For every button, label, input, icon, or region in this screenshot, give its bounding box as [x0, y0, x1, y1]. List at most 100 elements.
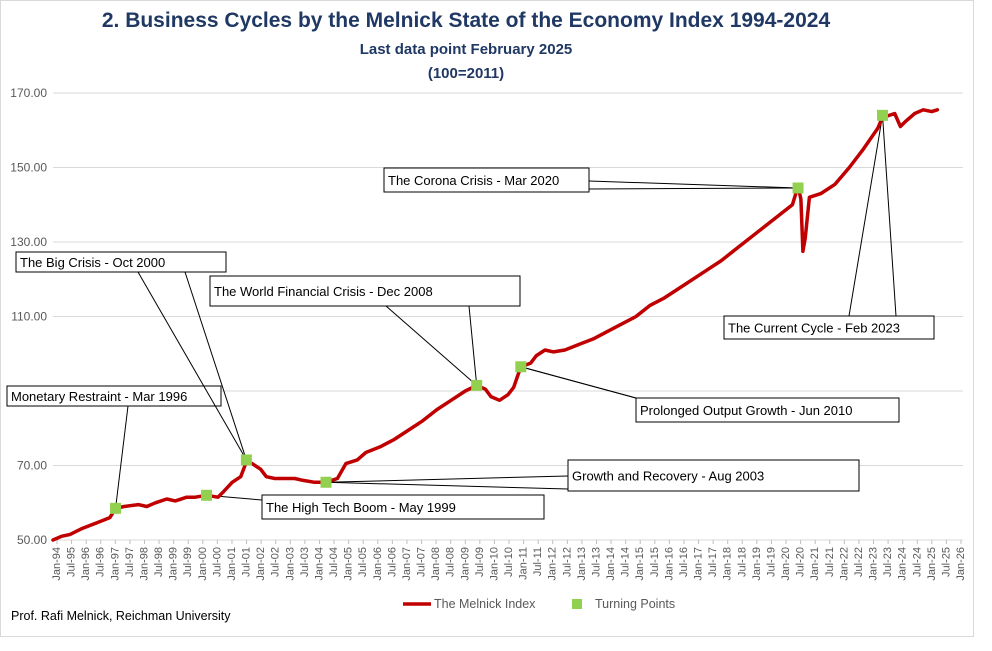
legend-label-index: The Melnick Index	[434, 597, 536, 611]
x-tick-label: Jan-09	[459, 547, 471, 581]
x-tick-label: Jul-99	[182, 547, 194, 577]
annotation-leader-line	[848, 115, 884, 317]
annotation-leader-line	[882, 115, 897, 317]
x-tick-label: Jul-04	[328, 547, 340, 577]
x-tick-label: Jan-25	[926, 547, 938, 581]
x-tick-label: Jul-16	[678, 547, 690, 577]
x-tick-label: Jul-01	[241, 547, 253, 577]
x-tick-label: Jan-15	[634, 547, 646, 581]
x-tick-label: Jul-21	[824, 547, 836, 577]
legend-marker-swatch	[572, 599, 582, 609]
x-tick-label: Jan-04	[313, 547, 325, 581]
x-tick-label: Jul-02	[270, 547, 282, 577]
annotation-leader-line	[385, 305, 478, 386]
x-tick-label: Jan-20	[780, 547, 792, 581]
x-tick-label: Jan-03	[284, 547, 296, 581]
chart-subtitle-base: (100=2011)	[427, 65, 505, 82]
y-tick-label: 50.00	[17, 533, 47, 547]
annotation-leader-line	[184, 271, 247, 461]
x-tick-label: Jul-24	[911, 547, 923, 577]
x-tick-label: Jul-23	[882, 547, 894, 577]
annotation-box	[383, 167, 590, 193]
y-tick-label: 110.00	[11, 310, 47, 324]
x-tick-label: Jan-05	[343, 547, 355, 581]
x-tick-label: Jul-98	[153, 547, 165, 577]
turning-point-marker	[320, 476, 332, 488]
annotation-label: The Big Crisis - Oct 2000	[20, 255, 165, 270]
annotation-box	[635, 397, 900, 423]
y-tick-label: 70.00	[17, 459, 47, 473]
author-credit: Prof. Rafi Melnick, Reichman University	[11, 609, 231, 623]
x-tick-label: Jul-03	[299, 547, 311, 577]
annotation-box	[6, 385, 222, 407]
x-tick-label: Jan-06	[372, 547, 384, 581]
x-tick-label: Jan-02	[255, 547, 267, 581]
annotation-label: The Current Cycle - Feb 2023	[728, 321, 900, 336]
melnick-index-line	[51, 108, 940, 542]
annotation-leader-line	[325, 481, 569, 490]
turning-point-marker	[240, 454, 252, 466]
x-tick-label: Jan-11	[518, 547, 530, 580]
x-tick-label: Jul-14	[620, 547, 632, 577]
x-tick-label: Jan-98	[138, 547, 150, 581]
x-tick-label: Jul-12	[561, 547, 573, 577]
annotation-label: The Corona Crisis - Mar 2020	[388, 173, 559, 188]
x-tick-label: Jan-96	[80, 547, 92, 581]
x-tick-label: Jul-13	[590, 547, 602, 577]
annotation-label: Monetary Restraint - Mar 1996	[11, 389, 187, 404]
y-tick-label: 130.00	[10, 235, 47, 249]
x-tick-label: Jan-14	[605, 547, 617, 581]
chart-subtitle: Last data point February 2025	[359, 41, 573, 58]
x-tick-label: Jul-15	[649, 547, 661, 577]
y-tick-label: 170.00	[10, 86, 47, 100]
x-tick-label: Jul-10	[503, 547, 515, 577]
annotation-box	[15, 251, 227, 273]
x-tick-label: Jan-26	[955, 547, 967, 581]
annotation-box	[723, 315, 935, 340]
x-tick-label: Jul-07	[416, 547, 428, 577]
x-tick-label: Jan-07	[401, 547, 413, 581]
annotation-leader-line	[468, 305, 478, 386]
x-tick-label: Jul-97	[124, 547, 136, 577]
x-tick-label: Jul-06	[386, 547, 398, 577]
x-tick-label: Jan-22	[838, 547, 850, 581]
annotation-label: The High Tech Boom - May 1999	[266, 500, 456, 515]
x-tick-label: Jan-08	[430, 547, 442, 581]
x-tick-label: Jul-11	[532, 547, 544, 576]
x-tick-label: Jul-20	[795, 547, 807, 577]
x-tick-label: Jan-99	[168, 547, 180, 581]
x-tick-label: Jul-19	[765, 547, 777, 577]
annotation-box	[209, 275, 521, 307]
annotation-box	[567, 459, 860, 492]
annotation-label: The World Financial Crisis - Dec 2008	[214, 284, 433, 299]
x-tick-label: Jan-16	[663, 547, 675, 581]
x-tick-label: Jul-09	[474, 547, 486, 577]
x-tick-label: Jan-94	[51, 547, 63, 581]
x-tick-label: Jan-10	[488, 547, 500, 581]
x-tick-label: Jan-18	[722, 547, 734, 581]
annotation-leader-line	[588, 187, 799, 190]
annotation-leader-line	[325, 475, 569, 483]
turning-point-marker	[792, 182, 804, 194]
legend-label-turning-points: Turning Points	[595, 597, 675, 611]
annotation-box	[261, 494, 545, 520]
annotation-leader-line	[115, 405, 129, 509]
x-tick-label: Jul-96	[95, 547, 107, 577]
x-tick-label: Jul-95	[66, 547, 78, 577]
x-tick-label: Jul-18	[736, 547, 748, 577]
x-tick-label: Jan-23	[868, 547, 880, 581]
x-tick-label: Jan-24	[897, 547, 909, 581]
x-tick-label: Jul-17	[707, 547, 719, 577]
x-tick-label: Jan-01	[226, 547, 238, 581]
x-tick-label: Jan-00	[197, 547, 209, 581]
line-chart: 50.00 70.00 110.00 130.00 150.00 170.00 Jan-94…	[6, 86, 967, 611]
turning-point-marker	[110, 502, 122, 514]
annotation-label: Prolonged Output Growth - Jun 2010	[640, 403, 852, 418]
turning-point-marker	[515, 361, 527, 373]
chart-title: 2. Business Cycles by the Melnick State …	[101, 9, 831, 32]
x-tick-label: Jul-00	[211, 547, 223, 577]
turning-point-marker	[201, 489, 213, 501]
x-tick-label: Jan-12	[547, 547, 559, 581]
x-tick-label: Jan-19	[751, 547, 763, 581]
y-tick-label: 150.00	[10, 161, 47, 175]
